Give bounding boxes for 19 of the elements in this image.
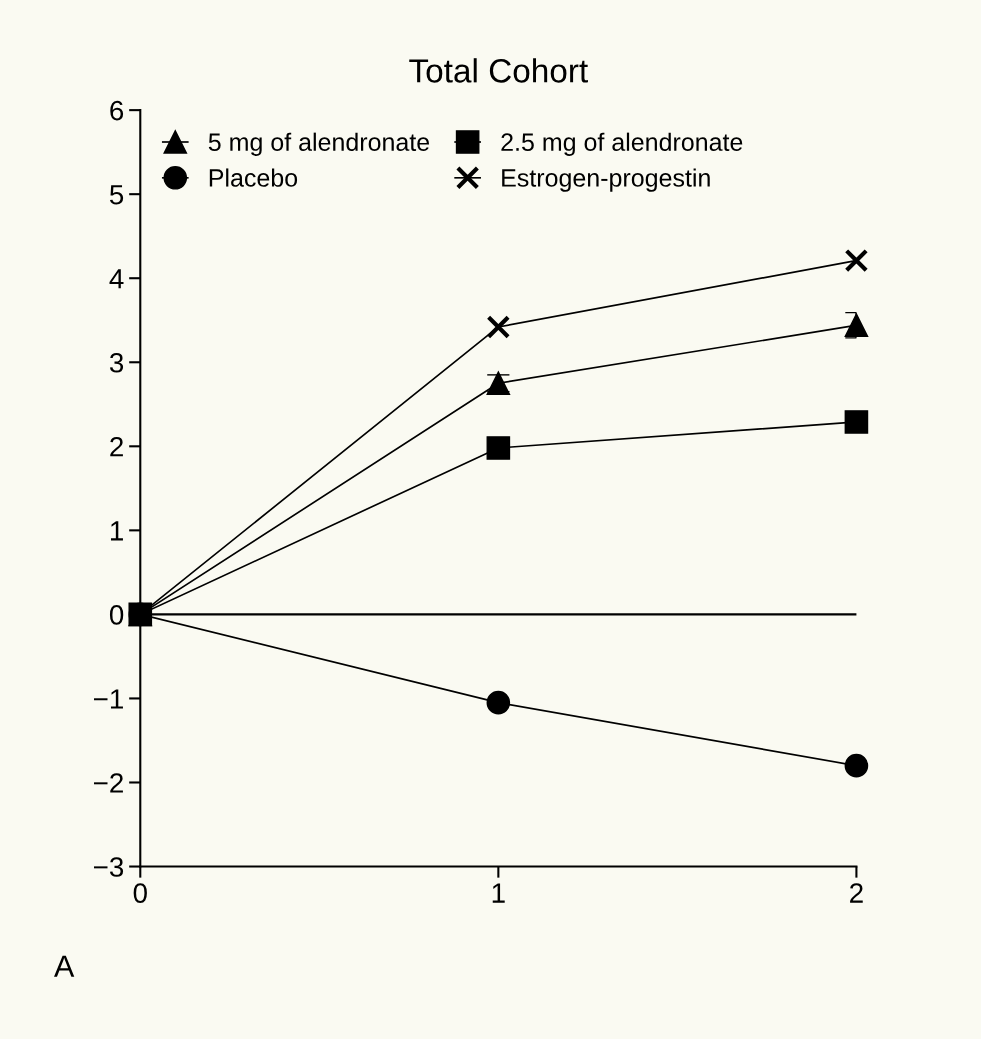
y-tick-label: 2 [110,436,123,457]
legend-label: Placebo [209,168,298,187]
x-tick-label: 0 [133,883,147,903]
legend-label: 2.5 mg of alendronate [501,132,743,156]
y-tick-label: −1 [94,689,123,709]
y-tick-label: 5 [109,185,124,205]
y-tick-label: 4 [109,269,124,289]
legend-label: 5 mg of alendronate [208,132,430,156]
y-tick-label: 1 [110,521,123,541]
x-tick-label: 1 [492,883,505,903]
y-tick-label: 6 [110,100,124,121]
y-tick-label: 3 [109,352,124,373]
y-tick-label: 0 [109,605,124,625]
y-tick-label: −3 [94,857,124,877]
chart-title: Total Cohort [409,58,588,83]
text: A [54,955,75,977]
legend-label: Estrogen-progestin [502,168,710,192]
y-tick-label: −2 [94,773,123,793]
x-tick-label: 2 [850,883,863,903]
